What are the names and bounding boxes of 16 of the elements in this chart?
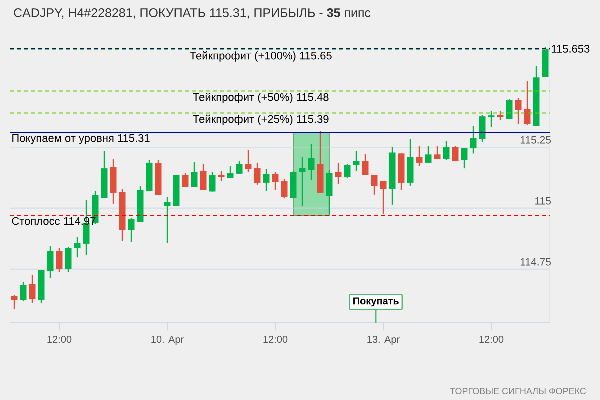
x-tick-label: 12:00 — [264, 336, 288, 344]
x-tick-label: 12:00 — [480, 336, 504, 344]
text: ТОРГОВЫЕ СИГНАЛЫ ФОРЕКС — [450, 388, 586, 394]
x-tick-label: 13. Apr — [368, 336, 400, 346]
y-tick-label: 115 — [536, 197, 552, 205]
chart-title: CADJPY, H4#228281, ПОКУПАТЬ 115.31, ПРИБЫЛЬ - 35 пипс — [14, 8, 371, 19]
ref-line-label: Тейкпрофит (+25%) 115.39 — [193, 114, 329, 126]
y-tick-label: 114.75 — [520, 258, 552, 266]
ref-line-label: 115.653 — [552, 45, 590, 53]
y-tick-label: 115.25 — [520, 136, 552, 144]
ref-line-label: Тейкпрофит (+100%) 115.65 — [190, 51, 332, 62]
ref-line-label: Покупаем от уровня 115.31 — [12, 134, 150, 144]
ref-line-label: Тейкпрофит (+50%) 115.48 — [193, 92, 329, 104]
x-tick-label: 12:00 — [48, 336, 72, 344]
x-tick-label: 10. Apr — [152, 336, 184, 346]
annotation: Покупать — [354, 298, 399, 307]
